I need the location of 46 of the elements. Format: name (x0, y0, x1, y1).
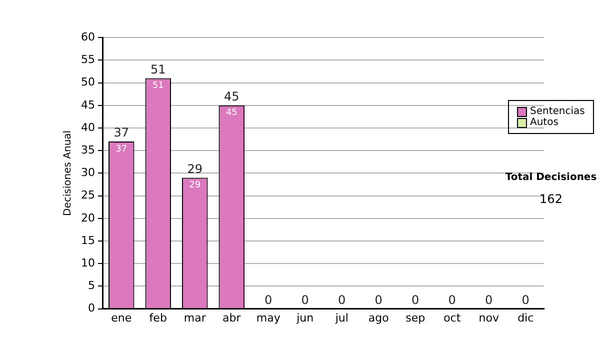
y-tick-label: 10 (80, 256, 95, 270)
y-tick-label: 15 (80, 234, 95, 247)
total-label: 0 (448, 292, 456, 307)
y-axis-title: Decisiones Anual (62, 130, 74, 216)
y-tick-label: 50 (80, 76, 95, 89)
y-tick-label: 40 (80, 120, 95, 134)
total-label: 0 (412, 292, 420, 307)
total-label: 0 (485, 292, 493, 307)
data-label: 37 (116, 144, 128, 154)
y-tick-label: 45 (80, 98, 95, 112)
legend-label: Autos (530, 117, 558, 128)
total-label: 0 (338, 292, 346, 307)
total-label: 29 (187, 162, 203, 176)
x-tick-label: dic (518, 311, 534, 324)
x-tick-label: sep (406, 311, 426, 324)
x-tick-label: mar (184, 311, 206, 324)
total-label: 0 (374, 292, 382, 307)
total-label: 37 (114, 126, 130, 140)
total-label: 45 (224, 90, 240, 104)
y-tick-label: 5 (88, 279, 95, 292)
total-label: 0 (522, 292, 530, 307)
y-tick-label: 20 (80, 211, 95, 224)
total-label: 0 (264, 292, 272, 307)
y-tick-label: 0 (88, 302, 95, 315)
y-tick-label: 25 (80, 188, 95, 202)
data-label: 45 (226, 108, 238, 118)
data-label: 29 (189, 180, 201, 191)
y-tick-label: 35 (80, 143, 95, 156)
total-label: 0 (301, 292, 309, 307)
y-tick-label: 55 (80, 53, 95, 66)
total-label: 51 (150, 62, 166, 76)
x-tick-label: ago (368, 311, 390, 324)
x-tick-label: oct (444, 311, 462, 324)
data-label: 51 (152, 81, 164, 92)
x-tick-label: feb (149, 311, 167, 324)
x-tick-label: ene (111, 311, 132, 324)
annotation: 162 (538, 192, 564, 206)
x-tick-label: jun (296, 311, 314, 324)
x-tick-label: nov (478, 311, 500, 324)
y-tick-label: 30 (80, 166, 95, 180)
x-tick-label: may (256, 311, 281, 324)
annotation: Total Decisiones (504, 172, 598, 183)
legend-label: Sentencias (530, 106, 585, 117)
x-tick-label: abr (222, 311, 242, 324)
x-tick-label: jul (334, 311, 348, 324)
y-tick-label: 60 (80, 30, 95, 44)
